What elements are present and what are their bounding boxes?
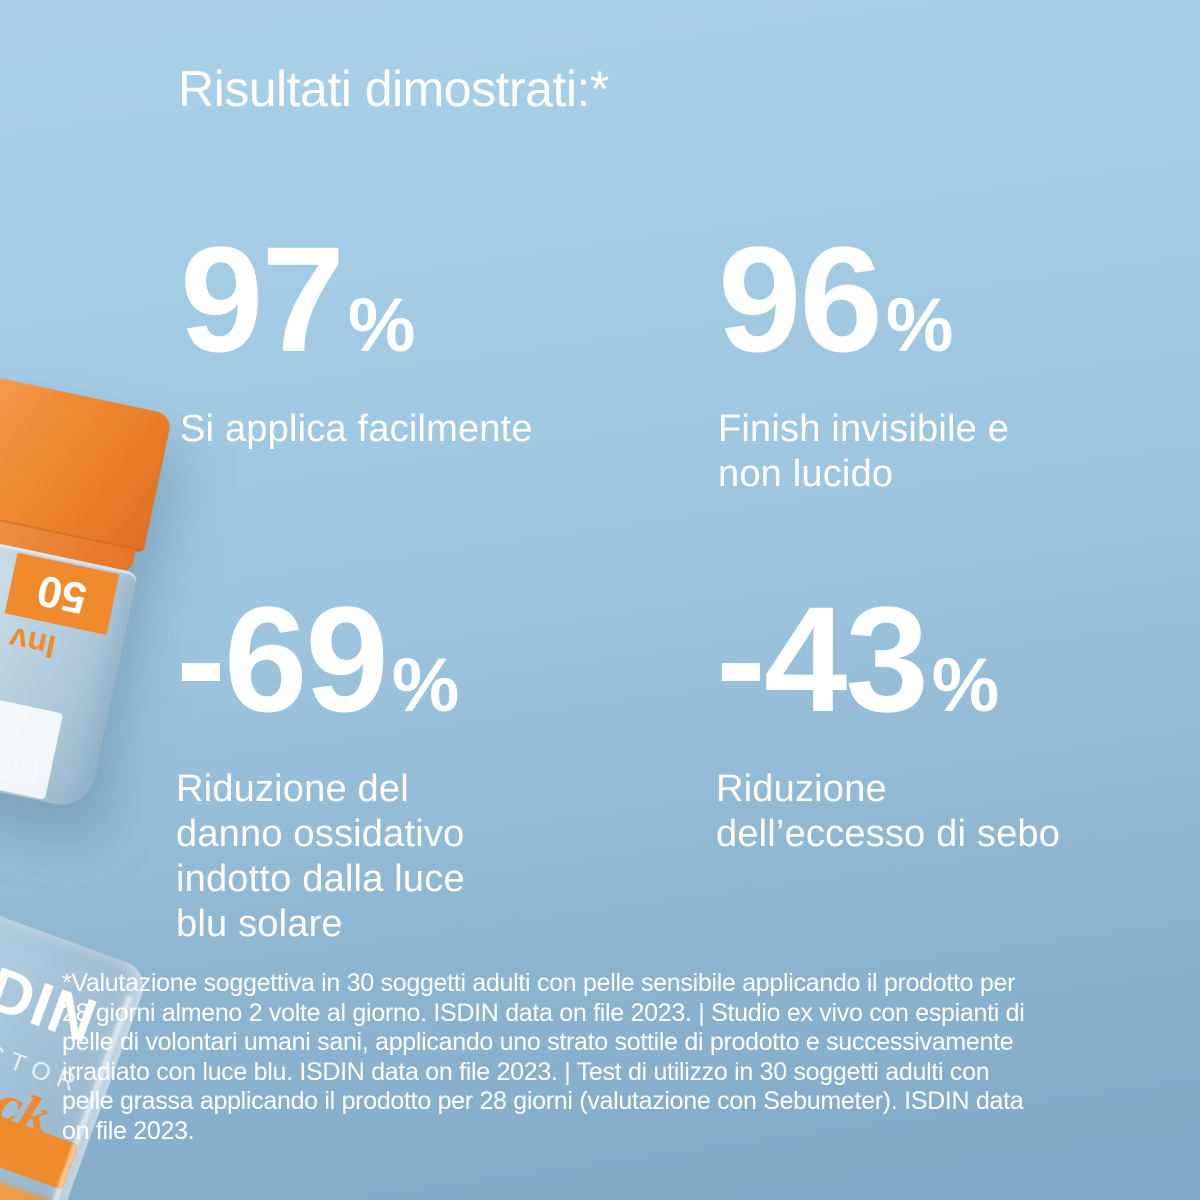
stat-caption: Riduzione dell’eccesso di sebo	[716, 768, 1061, 855]
stat-caption: Finish invisibile e non lucido	[718, 408, 1010, 495]
stat-number: -43	[716, 575, 929, 743]
jar-translucent-body: 50 Inv FO	[0, 527, 138, 811]
stat-value: -69%	[176, 584, 465, 761]
stat-invisible-finish: 96% Finish invisibile e non lucido	[718, 224, 1009, 497]
stat-applies-easily: 97% Si applica facilmente	[180, 224, 533, 452]
percent-sign: %	[931, 643, 1000, 728]
stat-value: -43%	[716, 584, 1060, 761]
product-inverted-stick-jar: 50 Inv FO	[0, 366, 187, 811]
percent-sign: %	[885, 283, 954, 368]
stat-value: 96%	[718, 224, 1009, 401]
stat-sebum-reduction: -43% Riduzione dell’eccesso di sebo	[716, 584, 1060, 857]
jar-orange-cap	[0, 369, 173, 553]
jar-label-fragment-inv: Inv	[5, 620, 59, 666]
stat-number: 96	[718, 215, 883, 383]
percent-sign: %	[347, 283, 416, 368]
page-title: Risultati dimostrati:*	[178, 61, 609, 117]
stat-number: 97	[180, 215, 345, 383]
footnote: *Valutazione soggettiva in 30 soggetti a…	[62, 969, 1025, 1145]
stat-caption: Riduzione del danno ossidativo indotto dal…	[176, 768, 465, 945]
stat-number: -69	[176, 575, 389, 743]
stat-caption: Si applica facilmente	[180, 408, 533, 450]
percent-sign: %	[391, 643, 460, 728]
stat-value: 97%	[180, 224, 533, 401]
stat-oxidative-damage-reduction: -69% Riduzione del danno ossidativo indott…	[176, 584, 465, 947]
